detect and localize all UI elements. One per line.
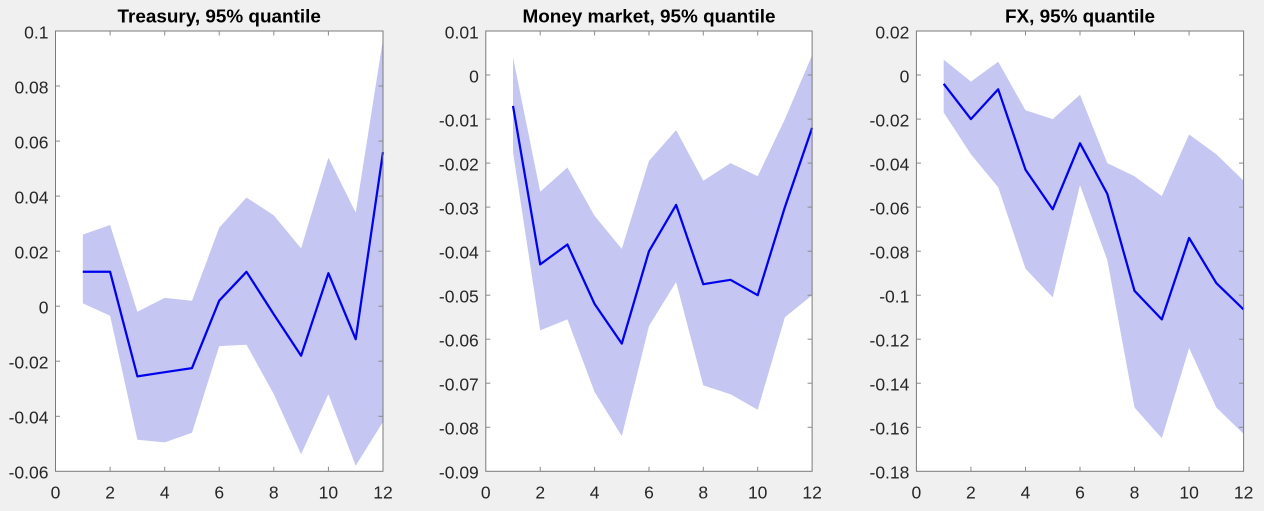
svg-text:8: 8 <box>269 482 279 502</box>
svg-text:FX, 95% quantile: FX, 95% quantile <box>1005 7 1155 28</box>
svg-text:2: 2 <box>535 482 545 502</box>
svg-text:-0.03: -0.03 <box>439 198 479 218</box>
svg-text:-0.1: -0.1 <box>879 287 909 307</box>
svg-text:0.02: 0.02 <box>875 22 909 42</box>
svg-text:0: 0 <box>481 482 491 502</box>
svg-text:0.02: 0.02 <box>14 242 48 262</box>
svg-text:12: 12 <box>802 482 821 502</box>
svg-text:0.04: 0.04 <box>14 187 48 207</box>
svg-text:6: 6 <box>644 482 654 502</box>
svg-text:-0.18: -0.18 <box>870 463 910 483</box>
svg-text:10: 10 <box>319 482 339 502</box>
svg-text:0.01: 0.01 <box>445 22 479 42</box>
svg-text:-0.01: -0.01 <box>439 110 479 130</box>
svg-text:0: 0 <box>39 298 49 318</box>
svg-text:-0.06: -0.06 <box>439 331 479 351</box>
svg-text:-0.06: -0.06 <box>870 198 910 218</box>
svg-text:Money market, 95% quantile: Money market, 95% quantile <box>522 7 775 28</box>
svg-text:-0.02: -0.02 <box>439 154 479 174</box>
svg-text:-0.07: -0.07 <box>439 375 479 395</box>
svg-text:10: 10 <box>1179 482 1199 502</box>
svg-text:12: 12 <box>1234 482 1253 502</box>
svg-text:2: 2 <box>966 482 976 502</box>
svg-text:-0.06: -0.06 <box>9 463 49 483</box>
svg-text:0: 0 <box>51 482 61 502</box>
svg-text:-0.02: -0.02 <box>9 353 49 373</box>
svg-text:0: 0 <box>469 66 479 86</box>
svg-text:-0.12: -0.12 <box>870 331 910 351</box>
svg-text:6: 6 <box>1075 482 1085 502</box>
svg-text:6: 6 <box>214 482 224 502</box>
svg-text:0.06: 0.06 <box>14 132 48 152</box>
svg-text:12: 12 <box>373 482 392 502</box>
svg-text:0: 0 <box>900 66 910 86</box>
svg-text:4: 4 <box>1021 482 1031 502</box>
svg-text:4: 4 <box>160 482 170 502</box>
svg-text:-0.14: -0.14 <box>870 375 910 395</box>
svg-text:-0.08: -0.08 <box>439 419 479 439</box>
svg-text:0.1: 0.1 <box>24 22 48 42</box>
svg-text:-0.05: -0.05 <box>439 287 479 307</box>
svg-text:-0.08: -0.08 <box>870 243 910 263</box>
svg-text:-0.04: -0.04 <box>9 408 49 428</box>
svg-text:8: 8 <box>698 482 708 502</box>
svg-text:-0.09: -0.09 <box>439 463 479 483</box>
svg-text:10: 10 <box>748 482 768 502</box>
svg-text:Treasury, 95% quantile: Treasury, 95% quantile <box>118 7 321 28</box>
svg-text:8: 8 <box>1130 482 1140 502</box>
svg-text:0.08: 0.08 <box>14 77 48 97</box>
svg-text:2: 2 <box>105 482 115 502</box>
svg-text:-0.04: -0.04 <box>870 154 910 174</box>
svg-text:-0.02: -0.02 <box>870 110 910 130</box>
svg-text:4: 4 <box>590 482 600 502</box>
svg-text:-0.16: -0.16 <box>870 419 910 439</box>
svg-text:0: 0 <box>912 482 922 502</box>
svg-text:-0.04: -0.04 <box>439 243 479 263</box>
